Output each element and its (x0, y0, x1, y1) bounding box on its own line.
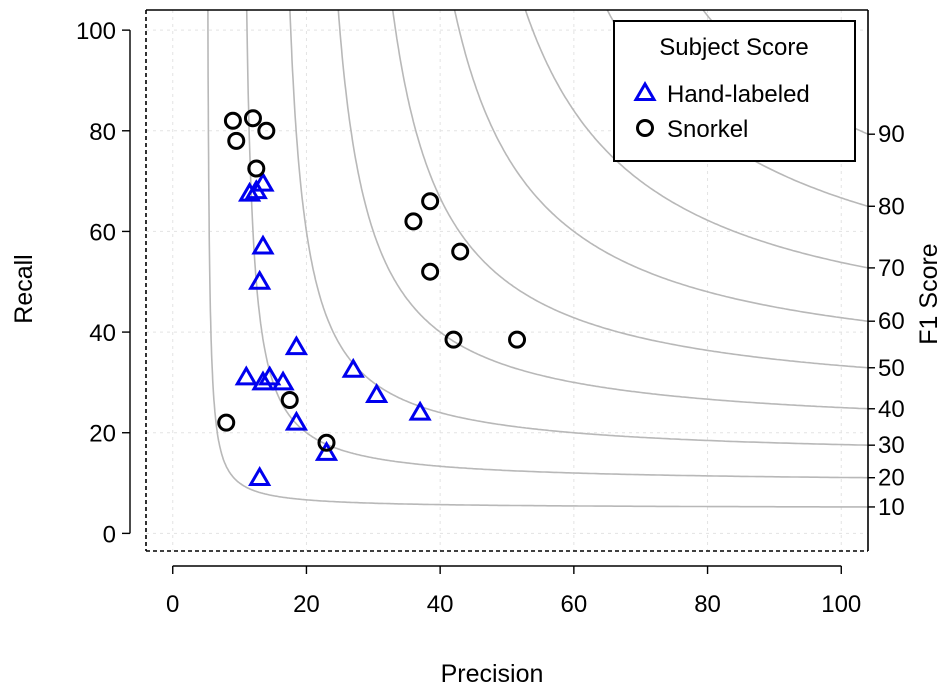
f1-tick-label-50: 50 (878, 355, 905, 382)
x-tick-label: 0 (166, 591, 179, 618)
f1-axis-title: F1 Score (915, 243, 943, 344)
f1-tick-label-90: 90 (878, 121, 905, 148)
f1-tick-label-80: 80 (878, 193, 905, 220)
x-tick-label: 40 (427, 591, 454, 618)
legend-title: Subject Score (659, 34, 808, 61)
x-tick-label: 20 (293, 591, 320, 618)
x-tick-label: 60 (561, 591, 588, 618)
legend-label-hand-labeled: Hand-labeled (667, 81, 810, 108)
legend: Subject Score Hand-labeled Snorkel (614, 21, 855, 161)
y-tick-label: 40 (89, 320, 116, 347)
y-tick-label: 100 (76, 18, 116, 45)
y-axis-title: Recall (10, 254, 38, 323)
f1-tick-label-60: 60 (878, 308, 905, 335)
y-tick-label: 0 (103, 521, 116, 548)
f1-tick-label-10: 10 (878, 494, 905, 521)
f1-tick-label-40: 40 (878, 396, 905, 423)
f1-tick-label-20: 20 (878, 465, 905, 492)
f1-tick-label-30: 30 (878, 432, 905, 459)
y-tick-label: 60 (89, 219, 116, 246)
x-tick-label: 100 (821, 591, 861, 618)
x-tick-label: 80 (694, 591, 721, 618)
x-axis-title: Precision (441, 660, 544, 688)
y-tick-label: 80 (89, 119, 116, 146)
f1-tick-label-70: 70 (878, 255, 905, 282)
y-tick-label: 20 (89, 421, 116, 448)
legend-label-snorkel: Snorkel (667, 116, 748, 143)
